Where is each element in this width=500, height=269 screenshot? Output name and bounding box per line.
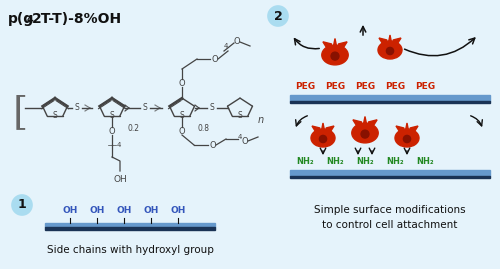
Polygon shape (326, 126, 334, 134)
Text: O: O (242, 136, 248, 146)
Text: [: [ (12, 94, 28, 132)
Text: 4: 4 (224, 43, 228, 49)
Text: OH: OH (170, 206, 186, 215)
Text: NH₂: NH₂ (356, 157, 374, 166)
Text: O: O (108, 126, 116, 136)
Circle shape (386, 47, 394, 55)
Circle shape (331, 52, 339, 60)
Text: OH: OH (144, 206, 158, 215)
Bar (45, 227, 215, 230)
Text: S: S (52, 111, 58, 120)
Text: S: S (110, 111, 114, 120)
Text: NH₂: NH₂ (296, 157, 314, 166)
Polygon shape (338, 42, 347, 51)
Text: PEG: PEG (355, 82, 375, 91)
Ellipse shape (322, 45, 348, 65)
Text: S: S (142, 104, 148, 112)
Polygon shape (393, 38, 401, 46)
Text: PEG: PEG (295, 82, 315, 91)
Polygon shape (321, 123, 325, 133)
Text: O: O (212, 55, 218, 63)
Text: OH: OH (113, 175, 127, 184)
Text: O: O (178, 126, 186, 136)
Text: 1: 1 (18, 199, 26, 211)
Polygon shape (368, 120, 377, 129)
Polygon shape (388, 35, 392, 45)
Text: 2T-T)-8%OH: 2T-T)-8%OH (32, 12, 122, 26)
Text: O: O (234, 37, 240, 47)
Circle shape (361, 130, 369, 138)
Text: 0.2: 0.2 (128, 124, 140, 133)
Bar (290, 176, 490, 178)
Polygon shape (333, 38, 337, 49)
Bar (290, 170, 490, 176)
Polygon shape (353, 120, 362, 129)
Text: 2: 2 (274, 9, 282, 23)
Text: S: S (74, 104, 80, 112)
Polygon shape (405, 123, 409, 133)
Bar (290, 101, 490, 103)
Text: Simple surface modifications: Simple surface modifications (314, 205, 466, 215)
Text: NH₂: NH₂ (416, 157, 434, 166)
Text: S: S (238, 111, 242, 120)
Text: 4: 4 (27, 15, 34, 25)
Polygon shape (363, 116, 367, 128)
Text: Side chains with hydroxyl group: Side chains with hydroxyl group (46, 245, 213, 255)
Ellipse shape (378, 41, 402, 59)
Polygon shape (323, 42, 332, 51)
Ellipse shape (311, 129, 335, 147)
Text: OH: OH (62, 206, 78, 215)
Text: O: O (178, 79, 186, 87)
Text: PEG: PEG (415, 82, 435, 91)
Polygon shape (312, 126, 320, 134)
Polygon shape (379, 38, 387, 46)
Circle shape (404, 135, 410, 143)
Text: S: S (210, 104, 214, 112)
Ellipse shape (395, 129, 419, 147)
Circle shape (268, 6, 288, 26)
Text: PEG: PEG (385, 82, 405, 91)
Text: OH: OH (90, 206, 104, 215)
Text: 4: 4 (117, 142, 121, 148)
Text: 0.8: 0.8 (198, 124, 210, 133)
Circle shape (12, 195, 32, 215)
Text: to control cell attachment: to control cell attachment (322, 220, 458, 230)
Polygon shape (396, 126, 404, 134)
Bar (290, 95, 490, 101)
Text: NH₂: NH₂ (386, 157, 404, 166)
Text: OH: OH (116, 206, 132, 215)
Polygon shape (410, 126, 418, 134)
Text: NH₂: NH₂ (326, 157, 344, 166)
Ellipse shape (352, 123, 378, 143)
Text: n: n (258, 115, 264, 125)
Text: 4: 4 (238, 134, 242, 140)
Text: S: S (180, 111, 184, 120)
Circle shape (320, 135, 326, 143)
Bar (45, 223, 215, 227)
Text: PEG: PEG (325, 82, 345, 91)
Text: O: O (210, 140, 216, 150)
Text: p(g: p(g (8, 12, 34, 26)
